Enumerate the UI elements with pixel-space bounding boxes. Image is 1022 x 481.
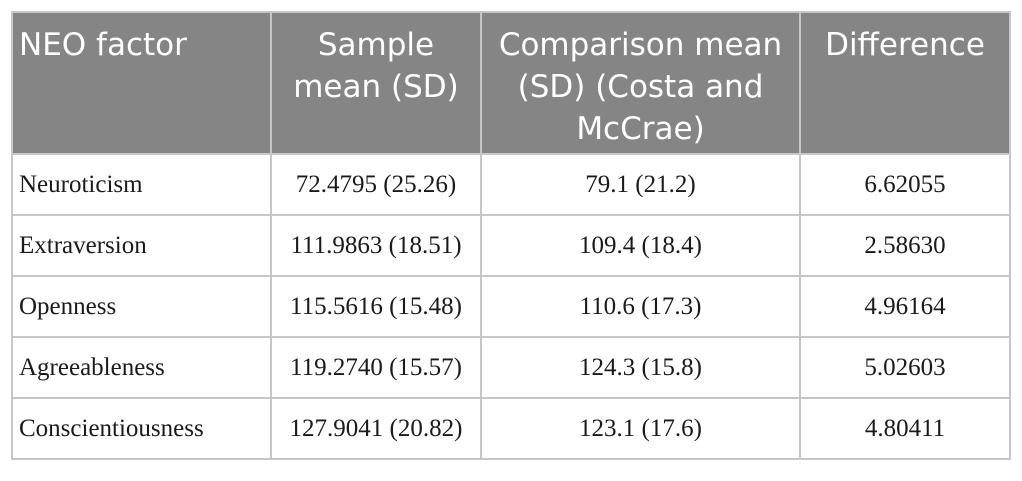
cell-factor: Conscientiousness [11,397,272,460]
cell-difference: 6.62055 [799,153,1011,216]
table-row: Neuroticism 72.4795 (25.26) 79.1 (21.2) … [11,153,1011,216]
cell-difference: 5.02603 [799,336,1011,399]
cell-comparison-mean: 109.4 (18.4) [480,214,801,277]
cell-factor: Neuroticism [11,153,272,216]
header-row: NEO factor Sample mean (SD) Comparison m… [11,11,1011,155]
cell-difference: 2.58630 [799,214,1011,277]
cell-comparison-mean: 79.1 (21.2) [480,153,801,216]
cell-difference: 4.96164 [799,275,1011,338]
neo-comparison-table: NEO factor Sample mean (SD) Comparison m… [11,11,1011,460]
table-row: Conscientiousness 127.9041 (20.82) 123.1… [11,397,1011,460]
header-comparison-mean: Comparison mean (SD) (Costa and McCrae) [480,11,801,155]
cell-sample-mean: 127.9041 (20.82) [270,397,482,460]
table-row: Openness 115.5616 (15.48) 110.6 (17.3) 4… [11,275,1011,338]
cell-factor: Openness [11,275,272,338]
cell-comparison-mean: 123.1 (17.6) [480,397,801,460]
cell-factor: Agreeableness [11,336,272,399]
header-difference: Difference [799,11,1011,155]
header-neo-factor: NEO factor [11,11,272,155]
cell-sample-mean: 119.2740 (15.57) [270,336,482,399]
table-row: Agreeableness 119.2740 (15.57) 124.3 (15… [11,336,1011,399]
cell-sample-mean: 111.9863 (18.51) [270,214,482,277]
header-sample-mean: Sample mean (SD) [270,11,482,155]
cell-sample-mean: 72.4795 (25.26) [270,153,482,216]
cell-sample-mean: 115.5616 (15.48) [270,275,482,338]
table-row: Extraversion 111.9863 (18.51) 109.4 (18.… [11,214,1011,277]
cell-difference: 4.80411 [799,397,1011,460]
cell-factor: Extraversion [11,214,272,277]
cell-comparison-mean: 124.3 (15.8) [480,336,801,399]
cell-comparison-mean: 110.6 (17.3) [480,275,801,338]
